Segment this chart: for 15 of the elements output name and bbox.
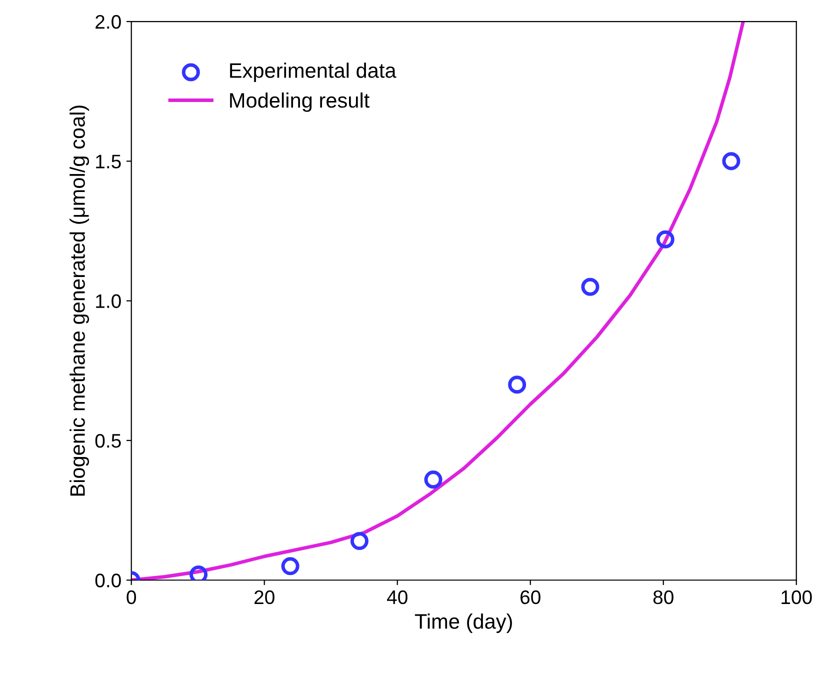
x-tick-label: 0 (126, 590, 136, 604)
x-tick-label: 20 (254, 590, 274, 604)
x-tick-label: 60 (520, 590, 540, 604)
y-tick-label: 1.0 (96, 294, 121, 308)
y-tick-label: 1.5 (96, 154, 121, 168)
x-axis-title: Time (day) (414, 614, 512, 633)
x-tick-label: 80 (653, 590, 674, 604)
y-tick-label: 0.0 (95, 574, 121, 588)
y-axis-title: Biogenic methane generated (μmol/g coal) (70, 106, 90, 496)
y-tick-label: 0.5 (95, 434, 121, 448)
y-tick-label: 2.0 (96, 15, 121, 29)
legend-label: Modeling result (230, 92, 370, 112)
x-tick-label: 100 (782, 590, 812, 604)
legend-label: Experimental data (230, 62, 396, 82)
x-tick-label: 40 (387, 590, 408, 604)
